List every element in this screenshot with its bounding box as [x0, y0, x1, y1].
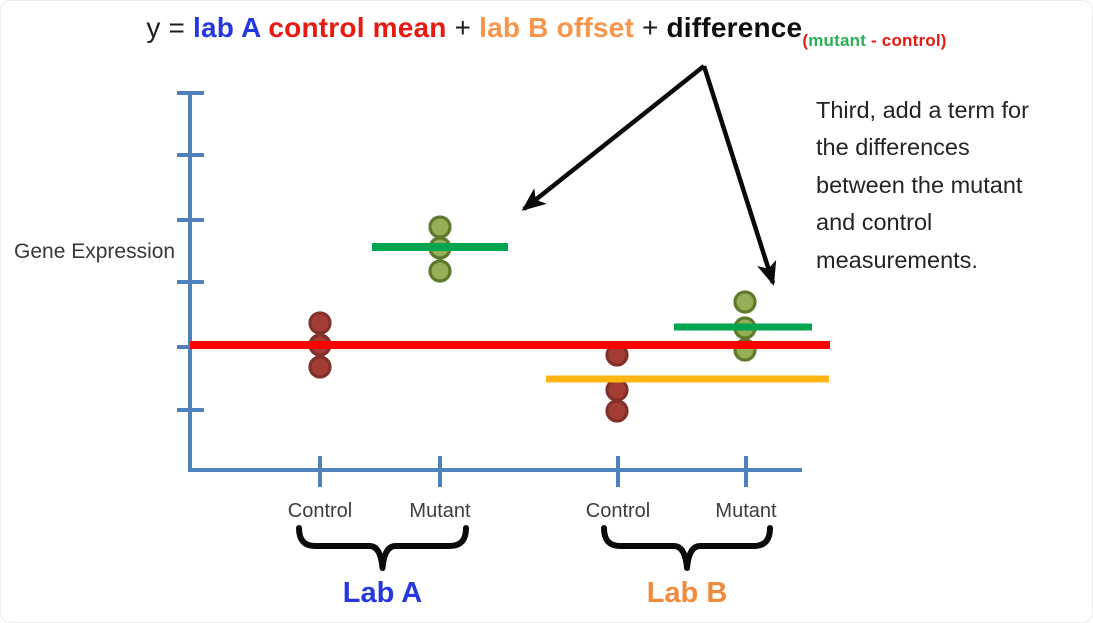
- note-line-3: and control: [816, 209, 933, 236]
- formula-subscript-segment-1: mutant: [808, 31, 867, 50]
- annotation-arrow-0: [521, 64, 706, 211]
- x-tick-label-2: Control: [585, 500, 651, 522]
- lab-brace-1: [601, 525, 773, 571]
- data-point-labb-control-1: [605, 378, 629, 402]
- annotation-arrow-1: [701, 65, 777, 286]
- formula-subscript-segment-2: -: [866, 31, 882, 50]
- explanation-note: Third, add a term for the differences betw…: [816, 92, 1092, 279]
- x-tick-label-3: Mutant: [715, 500, 777, 522]
- x-tick-label-1: Mutant: [409, 500, 471, 522]
- note-line-2: between the mutant: [816, 171, 1023, 198]
- formula-subscript-segment-0: (: [802, 31, 809, 50]
- data-point-laba-mutant-0: [428, 215, 452, 239]
- lab-brace-0: [296, 525, 469, 571]
- formula-segment-6: difference: [666, 12, 803, 43]
- formula-segment-5: +: [633, 12, 667, 43]
- lab-label-1: Lab B: [646, 577, 728, 609]
- formula-segment-1: lab A: [193, 12, 269, 43]
- formula-segment-2: control mean: [268, 12, 447, 43]
- formula-segment-0: y =: [146, 12, 194, 43]
- formula-title: y = lab A control mean + lab B offset + …: [0, 12, 1093, 50]
- formula-segment-3: +: [446, 12, 480, 43]
- data-point-laba-control-0: [308, 311, 332, 335]
- data-point-laba-mutant-2: [428, 259, 452, 283]
- data-point-labb-mutant-0: [733, 290, 757, 314]
- note-line-1: the differences: [816, 134, 970, 161]
- formula-subscript-segment-3: control): [881, 31, 947, 50]
- note-line-4: measurements.: [816, 246, 978, 273]
- y-axis-label: Gene Expression: [14, 240, 176, 263]
- lab-label-0: Lab A: [342, 577, 423, 609]
- data-point-laba-control-2: [308, 355, 332, 379]
- x-tick-label-0: Control: [287, 500, 353, 522]
- formula-subscript: (mutant - control): [802, 31, 946, 51]
- data-point-labb-control-2: [605, 399, 629, 423]
- note-line-0: Third, add a term for: [816, 97, 1029, 123]
- formula-segment-4: lab B offset: [479, 12, 634, 43]
